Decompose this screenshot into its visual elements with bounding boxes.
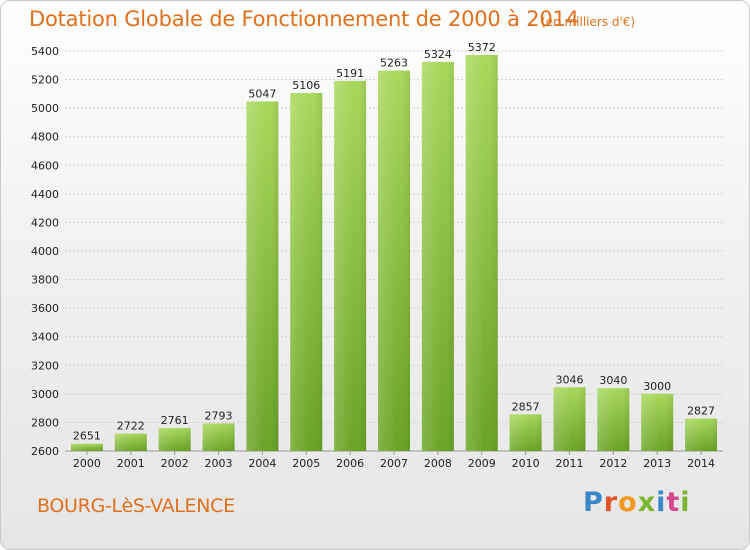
data-label: 3040	[599, 374, 627, 387]
x-tick-label: 2010	[512, 457, 540, 470]
bar-shade	[465, 55, 498, 451]
bar-2001	[114, 433, 147, 451]
data-label: 3046	[555, 373, 583, 386]
bar-shade	[597, 388, 630, 451]
data-label: 5324	[424, 48, 452, 61]
x-tick-label: 2005	[292, 457, 320, 470]
x-tick-label: 2008	[424, 457, 452, 470]
y-tick-label: 2600	[31, 445, 59, 458]
x-tick-label: 2001	[117, 457, 145, 470]
x-tick-label: 2012	[599, 457, 627, 470]
y-tick-label: 3000	[31, 388, 59, 401]
y-tick-label: 4000	[31, 245, 59, 258]
bar-shade	[70, 443, 103, 451]
bar-2011	[553, 387, 586, 451]
data-label: 2857	[512, 400, 540, 413]
data-label: 2651	[73, 430, 101, 443]
data-label: 5047	[248, 87, 276, 100]
data-label: 5106	[292, 79, 320, 92]
x-tick-label: 2009	[468, 457, 496, 470]
bar-shade	[290, 93, 323, 451]
bar-2005	[290, 93, 323, 451]
data-label: 2827	[687, 405, 715, 418]
bar-shade	[421, 61, 454, 451]
y-tick-label: 5400	[31, 45, 59, 58]
bar-shade	[685, 418, 718, 451]
bar-2006	[334, 80, 367, 451]
x-axis: 2000 2001 2002 2003 2004 2005 2006 2007 2008 2009…	[73, 451, 715, 470]
y-tick-label: 4800	[31, 131, 59, 144]
x-tick-label: 2013	[643, 457, 671, 470]
y-tick-label: 3200	[31, 359, 59, 372]
bar-shade	[158, 428, 191, 451]
chart-unit: (en milliers d'€)	[541, 15, 636, 29]
bar-2014	[685, 418, 718, 451]
x-tick-label: 2014	[687, 457, 715, 470]
data-label: 3000	[643, 380, 671, 393]
y-tick-label: 3800	[31, 274, 59, 287]
bar-shade	[641, 393, 674, 451]
bar-shade	[114, 433, 147, 451]
x-tick-label: 2006	[336, 457, 364, 470]
bar-2003	[202, 423, 235, 451]
data-label: 2793	[205, 409, 233, 422]
x-tick-label: 2007	[380, 457, 408, 470]
y-tick-label: 2800	[31, 416, 59, 429]
y-tick-label: 4400	[31, 188, 59, 201]
data-label-layer: 2651 2722 2761 2793 5047 5106 5191 5263 5324 5372…	[73, 41, 715, 443]
bar-shade	[202, 423, 235, 451]
data-label: 2761	[161, 414, 189, 427]
bar-2007	[378, 70, 410, 452]
proxiti-logo: Proxiti	[583, 487, 691, 518]
y-tick-label: 5200	[31, 74, 59, 87]
bar-2012	[597, 388, 630, 451]
bar-2009	[465, 55, 498, 451]
bar-2004	[246, 101, 279, 451]
bar-shade	[246, 101, 279, 451]
data-label: 5191	[336, 67, 364, 80]
x-tick-label: 2011	[555, 457, 583, 470]
bar-shade	[553, 387, 586, 451]
bar-shade	[334, 80, 367, 451]
data-label: 5372	[468, 41, 496, 54]
y-tick-label: 4200	[31, 216, 59, 229]
bar-shade	[509, 414, 542, 451]
bar-2008	[421, 61, 454, 451]
x-tick-label: 2003	[205, 457, 233, 470]
bar-2000	[70, 443, 103, 451]
chart-title: Dotation Globale de Fonctionnement de 20…	[29, 7, 579, 31]
x-tick-label: 2000	[73, 457, 101, 470]
data-label: 5263	[380, 57, 408, 70]
commune-name: BOURG-LèS-VALENCE	[37, 495, 235, 517]
bar-layer	[70, 55, 718, 452]
x-tick-label: 2004	[248, 457, 276, 470]
data-label: 2722	[117, 420, 145, 433]
y-tick-label: 3400	[31, 331, 59, 344]
y-tick-label: 3600	[31, 302, 59, 315]
bar-shade	[378, 70, 410, 452]
bar-2010	[509, 414, 542, 451]
y-tick-label: 5000	[31, 102, 59, 115]
bar-2002	[158, 428, 191, 451]
y-tick-label: 4600	[31, 159, 59, 172]
x-tick-label: 2002	[161, 457, 189, 470]
bar-2013	[641, 393, 674, 451]
